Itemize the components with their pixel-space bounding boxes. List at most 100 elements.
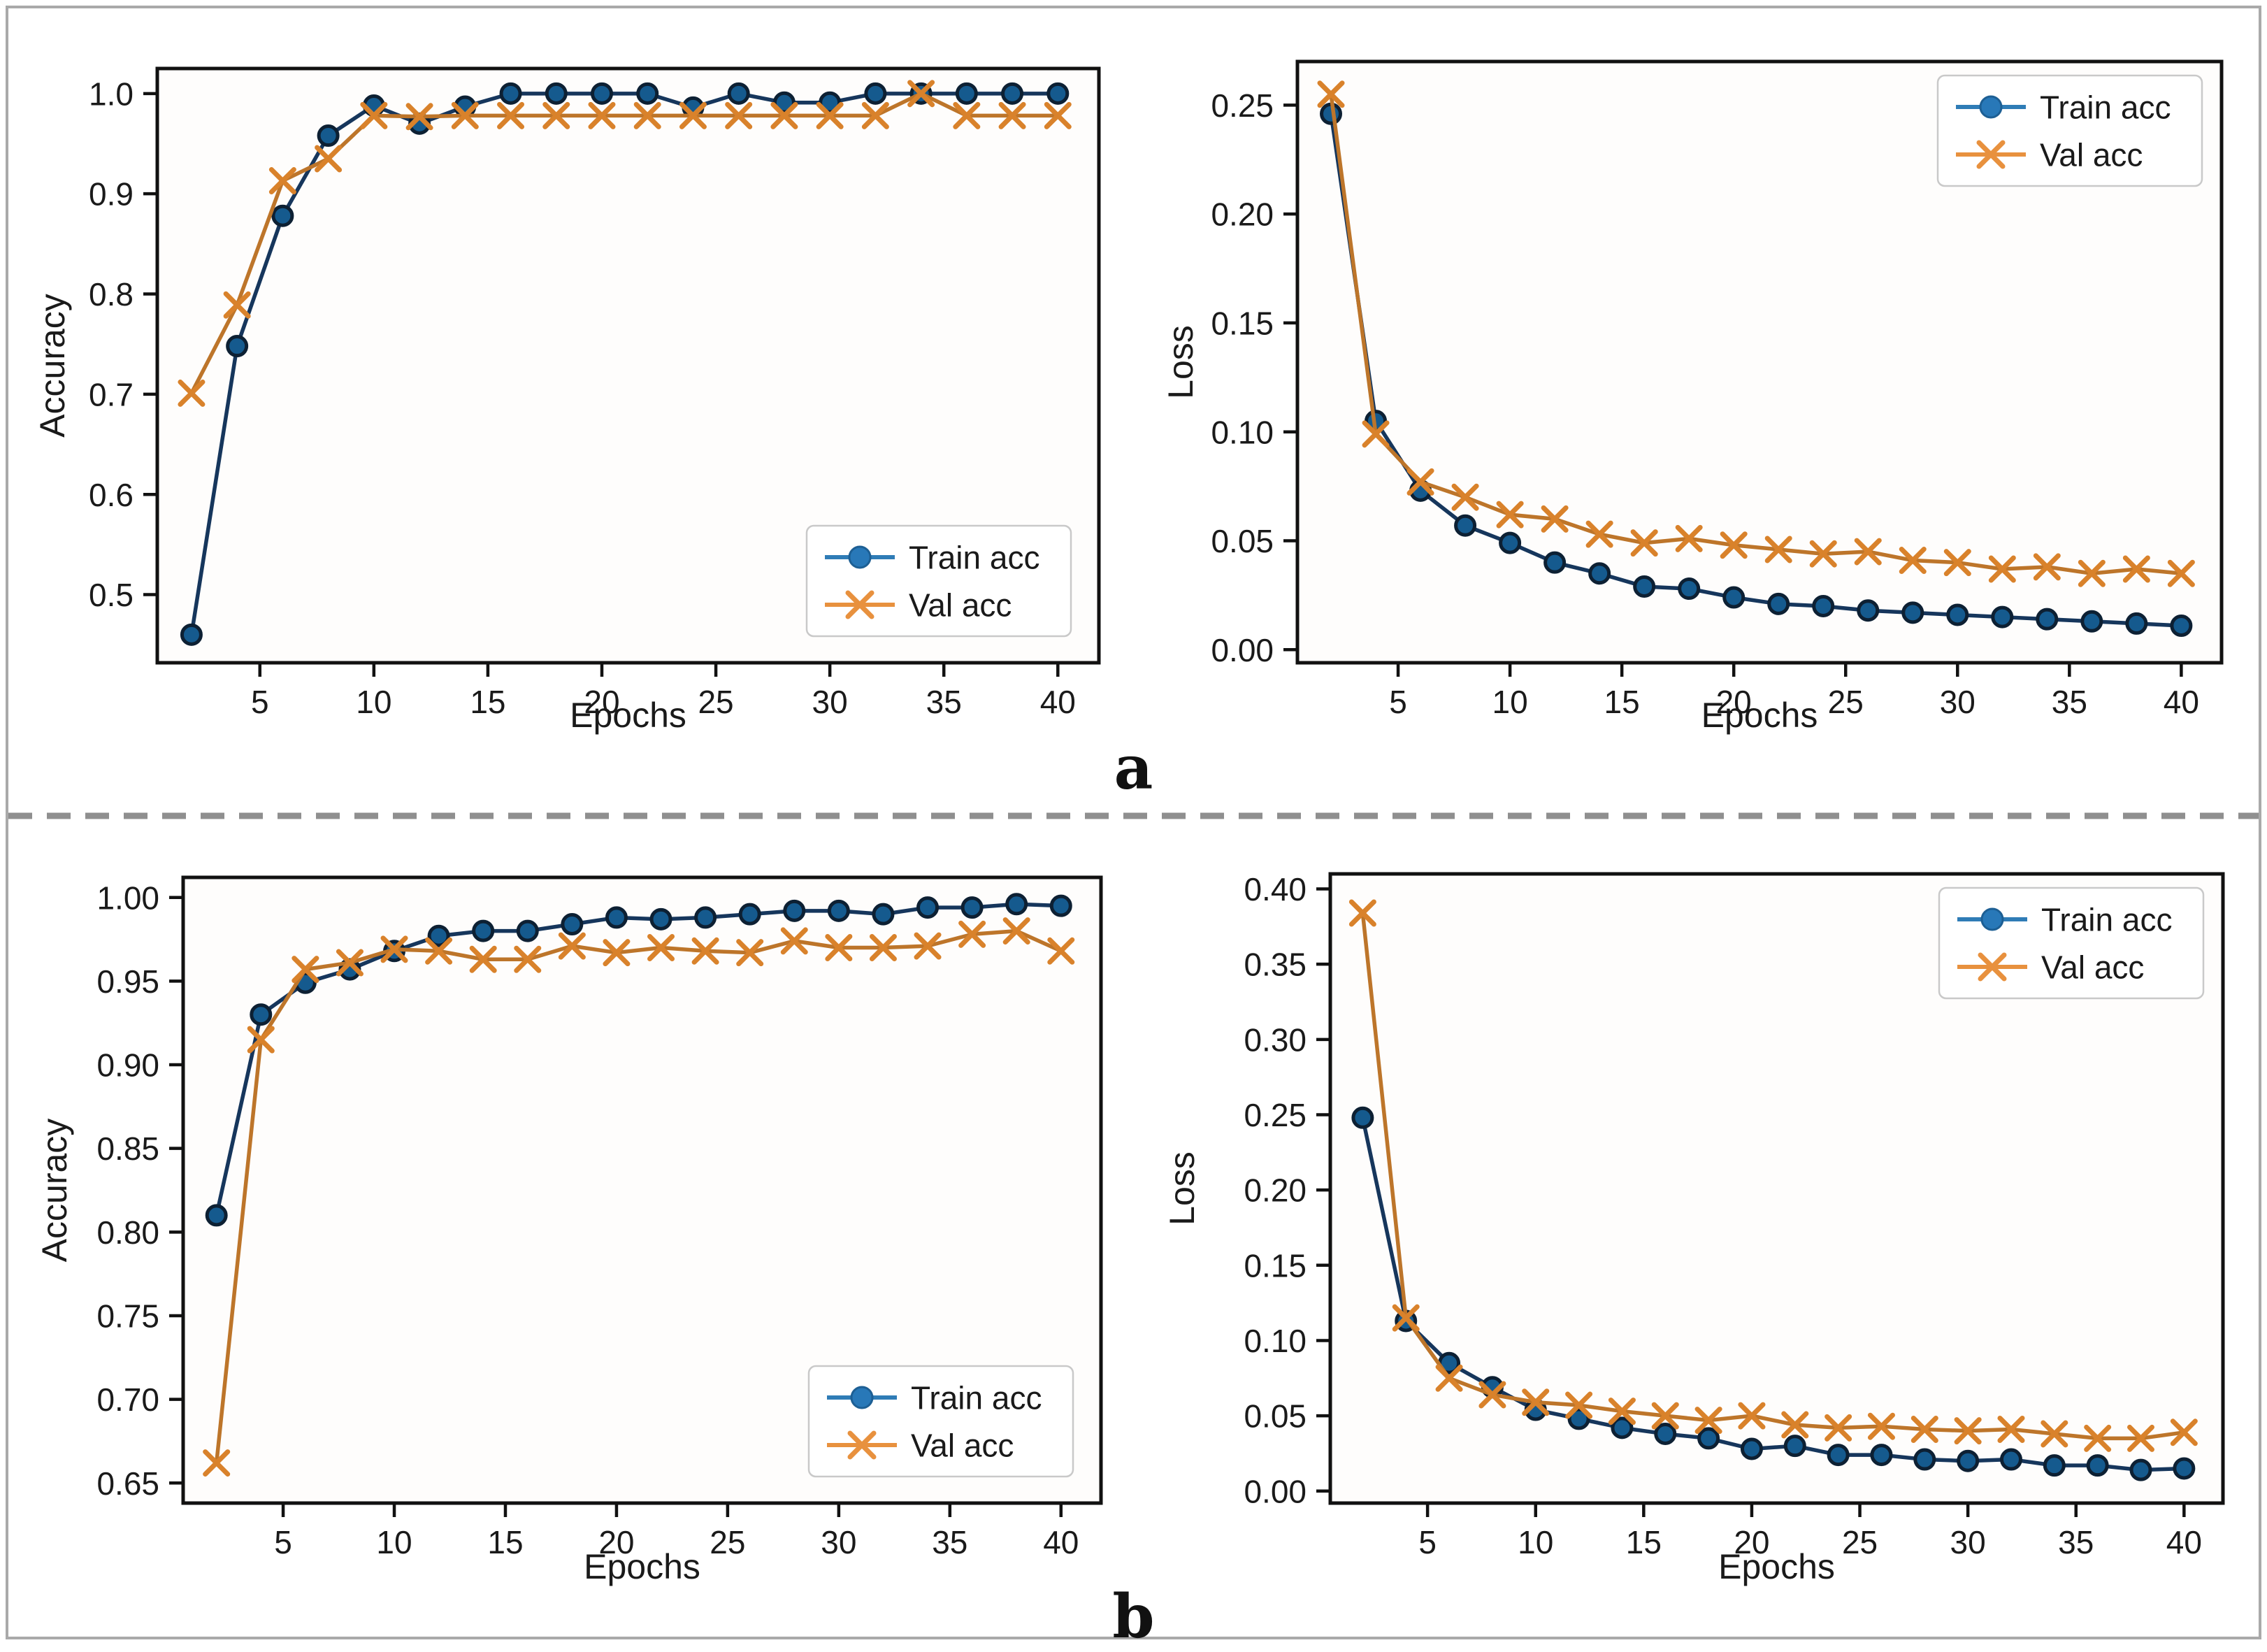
legend: Train acc Val acc [1938, 886, 2205, 1000]
val-marker [1522, 1388, 1550, 1416]
x-tick-label: 15 [1604, 684, 1640, 720]
legend-box [1936, 74, 2203, 187]
val-marker [1585, 520, 1613, 548]
val-marker [1651, 1402, 1679, 1430]
train-marker [1633, 575, 1656, 598]
train-marker [649, 907, 672, 931]
val-marker [178, 379, 206, 407]
val-marker [2122, 555, 2150, 583]
train-marker [916, 896, 940, 919]
legend-label: Train acc [909, 540, 1039, 576]
train-marker [1697, 1427, 1720, 1450]
y-tick-label: 0.90 [96, 1047, 159, 1084]
train-marker [1767, 592, 1790, 615]
y-tick-label: 0.7 [89, 376, 134, 412]
train-marker [864, 82, 887, 105]
train-marker [1957, 1449, 1980, 1472]
val-marker [2041, 1420, 2068, 1448]
x-axis: 5 10 15 20 25 30 35 40 [251, 663, 1076, 720]
y-tick-label: 0.10 [1244, 1323, 1307, 1359]
x-tick-label: 40 [1043, 1524, 1079, 1560]
val-marker [425, 937, 453, 965]
y-tick-label: 0.10 [1211, 414, 1274, 450]
train-marker [205, 1204, 228, 1227]
val-marker [558, 932, 586, 960]
legend-label: Train acc [2040, 89, 2171, 126]
val-marker [869, 934, 897, 962]
y-tick-label: 0.8 [89, 276, 134, 313]
y-axis: 0.5 0.6 0.7 0.8 0.9 1.0 [89, 76, 157, 613]
legend-val-marker [1978, 952, 2007, 982]
y-tick-label: 0.85 [96, 1130, 159, 1167]
val-marker [451, 101, 479, 129]
train-marker [1654, 1422, 1677, 1445]
train-marker [1783, 1435, 1806, 1458]
val-marker [2167, 559, 2195, 587]
train-series-markers [205, 893, 1072, 1227]
train-marker [1588, 562, 1611, 585]
val-marker [958, 920, 986, 948]
train-marker [1049, 894, 1072, 917]
x-tick-label: 10 [1492, 684, 1528, 720]
train-marker [2173, 1457, 2196, 1480]
x-tick-label: 35 [2058, 1524, 2094, 1560]
train-marker [1543, 551, 1567, 574]
legend-train-marker [848, 545, 872, 569]
train-marker [783, 899, 806, 922]
val-series-line [1329, 94, 2182, 575]
legend-label: Train acc [911, 1380, 1042, 1416]
legend-label: Val acc [2040, 137, 2143, 173]
val-marker [497, 101, 525, 129]
x-axis-label: Epochs [570, 696, 686, 735]
x-tick-label: 15 [487, 1524, 523, 1560]
val-marker [1738, 1402, 1766, 1430]
val-marker [1675, 524, 1703, 552]
y-tick-label: 0.30 [1244, 1021, 1307, 1058]
val-series-line [1360, 912, 2185, 1441]
train-marker [1046, 82, 1070, 105]
val-marker [1781, 1411, 1809, 1439]
x-tick-label: 25 [1828, 684, 1864, 720]
chart-svg-a-accuracy: 5 10 15 20 25 30 35 40 0.5 0.6 0.7 0.8 0.9 1.0 Epochs A… [33, 66, 1101, 735]
train-marker [1678, 577, 1701, 601]
val-marker [1997, 1415, 2025, 1443]
y-tick-label: 0.40 [1244, 871, 1307, 907]
train-marker [271, 204, 294, 227]
y-axis: 0.00 0.05 0.10 0.15 0.20 0.25 [1211, 87, 1297, 668]
y-tick-label: 0.15 [1244, 1247, 1307, 1284]
val-marker [2084, 1424, 2112, 1452]
val-series-markers [1317, 80, 2195, 587]
x-tick-label: 20 [1734, 1524, 1769, 1560]
val-marker [1809, 540, 1837, 568]
train-series-markers [1320, 102, 2193, 638]
val-marker [514, 945, 542, 973]
legend-label: Train acc [2041, 902, 2172, 938]
val-series-markers [203, 917, 1075, 1477]
x-tick-label: 25 [698, 684, 733, 720]
val-marker [469, 945, 497, 973]
train-marker [1901, 601, 1924, 624]
legend-label: Val acc [911, 1428, 1014, 1464]
train-marker [317, 124, 340, 148]
train-marker [1991, 605, 2014, 629]
val-marker [770, 101, 798, 129]
x-tick-label: 40 [2164, 684, 2199, 720]
y-axis-label: Accuracy [35, 1119, 74, 1263]
val-marker [1630, 529, 1658, 557]
val-marker [953, 101, 981, 129]
val-marker [1478, 1381, 1506, 1409]
train-marker [499, 82, 522, 105]
y-tick-label: 1.0 [89, 76, 134, 112]
val-marker [633, 101, 661, 129]
train-marker [180, 623, 203, 646]
train-marker [605, 906, 628, 929]
train-marker [2129, 1458, 2152, 1481]
x-tick-label: 20 [584, 684, 619, 720]
train-marker [226, 335, 249, 358]
y-tick-label: 0.95 [96, 963, 159, 1000]
val-marker [1954, 1417, 1982, 1445]
y-tick-label: 0.15 [1211, 305, 1274, 341]
x-tick-label: 35 [2052, 684, 2087, 720]
x-axis-label: Epochs [1701, 696, 1818, 735]
train-marker [955, 82, 978, 105]
